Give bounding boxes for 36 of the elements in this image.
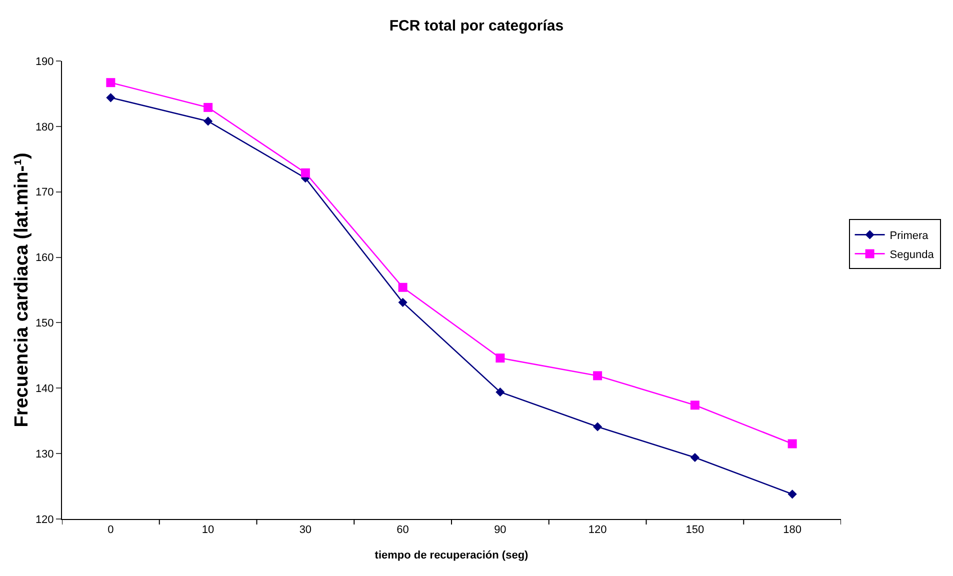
point (690, 452, 700, 462)
point (106, 93, 116, 102)
legend-label: Segunda (890, 248, 935, 261)
point (496, 354, 505, 363)
point (593, 371, 602, 380)
y-axis-title: Frecuencia cardiaca (lat.min-¹) (11, 152, 32, 428)
point (690, 400, 700, 410)
point (496, 388, 505, 397)
y-tick-label: 140 (35, 382, 54, 395)
x-tick-label: 60 (396, 524, 409, 536)
point (300, 168, 310, 178)
point (398, 282, 408, 292)
point (398, 298, 408, 307)
point (788, 439, 797, 448)
point (204, 102, 213, 112)
x-tick-label: 0 (108, 524, 114, 536)
point (788, 490, 797, 499)
x-tick-label: 150 (686, 524, 704, 536)
y-tick-label: 160 (35, 252, 54, 264)
y-tick-label: 150 (35, 318, 54, 330)
x-tick-label: 10 (202, 524, 214, 536)
y-tick-label: 190 (35, 56, 54, 68)
y-tick-label: 170 (35, 186, 54, 199)
x-axis-title: tiempo de recuperación (seg) (374, 549, 529, 562)
x-tick-label: 180 (783, 524, 802, 536)
y-tick-label: 120 (35, 514, 54, 526)
x-tick-label: 120 (588, 524, 607, 536)
x-tick-label: 30 (299, 524, 312, 536)
legend-label: Primera (890, 230, 930, 242)
point (204, 116, 213, 126)
point (593, 422, 602, 432)
y-tick-label: 180 (35, 121, 54, 134)
chart-title: FCR total por categorías (389, 18, 564, 35)
point (106, 78, 116, 88)
y-tick-label: 130 (35, 448, 54, 460)
x-tick-label: 90 (494, 524, 506, 536)
